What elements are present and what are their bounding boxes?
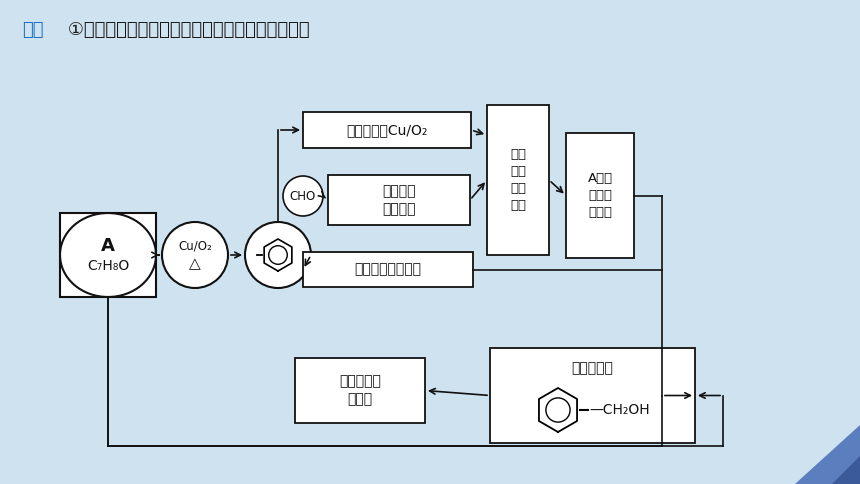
Polygon shape <box>832 456 860 484</box>
Text: 化学名称为
苯甲醇: 化学名称为 苯甲醇 <box>339 374 381 407</box>
Text: C₇H₈O: C₇H₈O <box>87 259 129 273</box>
Polygon shape <box>795 425 860 484</box>
Circle shape <box>245 222 311 288</box>
Text: ①基于反应条件、反应物和生成物结构的物质判断: ①基于反应条件、反应物和生成物结构的物质判断 <box>62 21 310 39</box>
Text: Cu/O₂: Cu/O₂ <box>178 240 212 253</box>
Bar <box>303 112 471 148</box>
Bar <box>490 348 695 443</box>
Text: 结构简式为: 结构简式为 <box>572 361 613 375</box>
Text: —CH₂OH: —CH₂OH <box>589 403 649 417</box>
Text: A中含
有苯环
和羟基: A中含 有苯环 和羟基 <box>587 172 612 219</box>
Text: 反应条件为Cu/O₂: 反应条件为Cu/O₂ <box>347 123 427 137</box>
Text: 生成物中
含有醛基: 生成物中 含有醛基 <box>382 184 415 216</box>
Circle shape <box>283 176 323 216</box>
Text: A: A <box>101 237 115 255</box>
Bar <box>303 252 473 287</box>
Text: CHO: CHO <box>290 190 316 202</box>
Bar <box>328 175 470 225</box>
Text: △: △ <box>189 257 201 272</box>
Circle shape <box>162 222 228 288</box>
Text: 为羟
基的
氧化
反应: 为羟 基的 氧化 反应 <box>510 148 526 212</box>
Bar <box>295 358 425 423</box>
Text: 解析: 解析 <box>22 21 44 39</box>
Bar <box>566 133 634 258</box>
Text: 生成物中含有苯环: 生成物中含有苯环 <box>354 262 421 276</box>
Bar <box>487 105 549 255</box>
Bar <box>60 213 156 297</box>
